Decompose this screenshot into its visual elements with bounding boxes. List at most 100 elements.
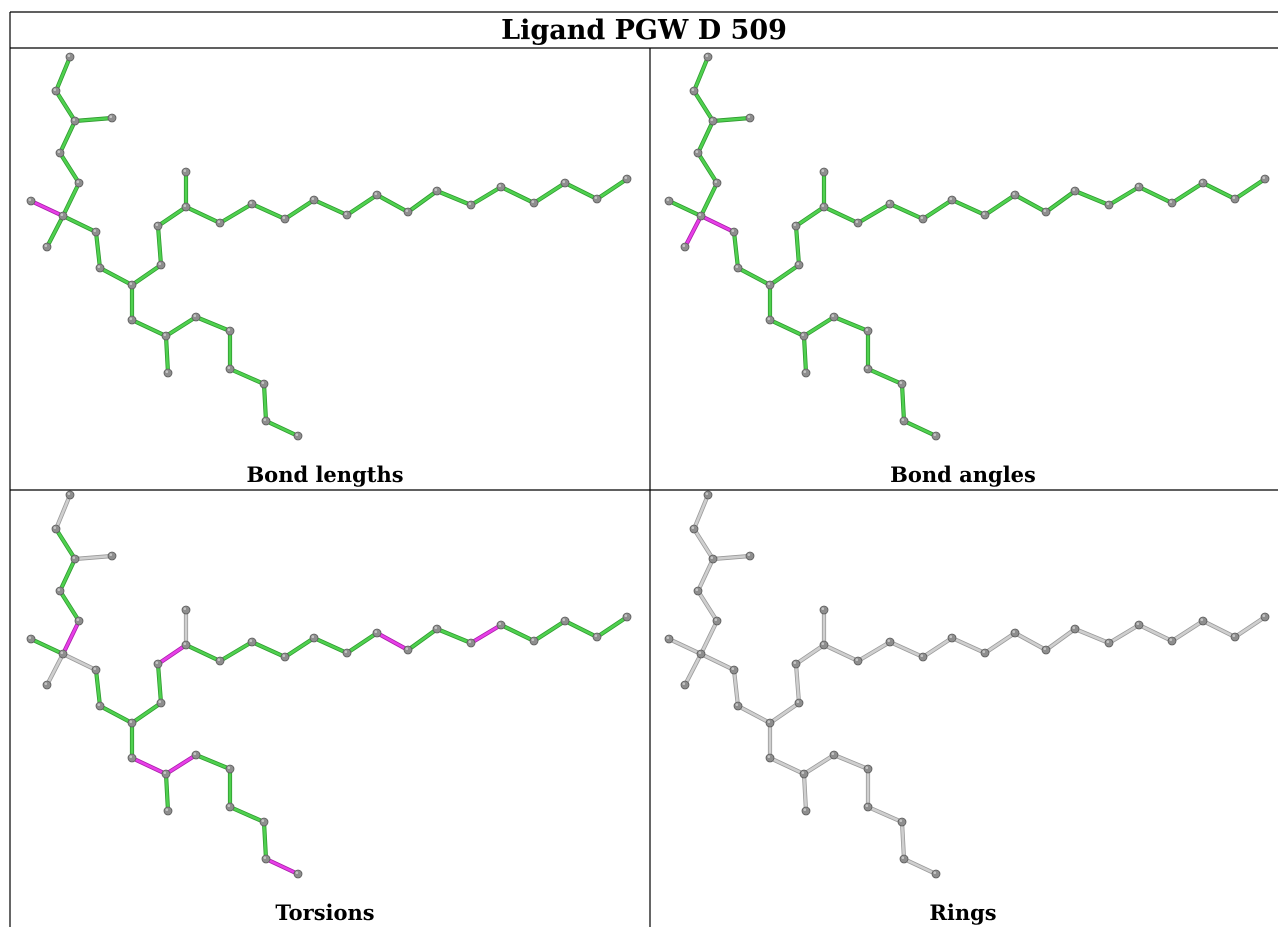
bond-ok bbox=[794, 224, 801, 267]
atom-highlight bbox=[1012, 192, 1016, 195]
atom bbox=[1104, 200, 1114, 210]
atom bbox=[432, 186, 442, 196]
atom-highlight bbox=[855, 220, 859, 223]
bond-outlier bbox=[61, 619, 81, 656]
atom-highlight bbox=[129, 755, 133, 758]
atom-highlight bbox=[468, 202, 472, 205]
bond-ok bbox=[283, 636, 316, 659]
atom-highlight bbox=[735, 703, 739, 706]
atom bbox=[280, 652, 290, 662]
atom-highlight bbox=[1043, 647, 1047, 650]
atom-highlight bbox=[1232, 634, 1236, 637]
panel-caption: Rings bbox=[929, 900, 996, 925]
atom bbox=[885, 199, 895, 209]
atom bbox=[980, 648, 990, 658]
atom-highlight bbox=[76, 618, 80, 621]
bond-unchecked bbox=[1044, 627, 1077, 652]
atom-highlight bbox=[311, 635, 315, 638]
bond-ok bbox=[435, 189, 473, 207]
atom-highlight bbox=[217, 220, 221, 223]
atom bbox=[127, 718, 137, 728]
atom-highlight bbox=[562, 180, 566, 183]
bond-outlier bbox=[130, 756, 168, 776]
atom-highlight bbox=[865, 328, 869, 332]
atom-highlight bbox=[767, 755, 771, 758]
bond-ok bbox=[667, 199, 703, 218]
atom-highlight bbox=[624, 614, 628, 617]
atom bbox=[765, 315, 775, 325]
atom bbox=[729, 227, 739, 237]
atom bbox=[127, 280, 137, 290]
atom bbox=[496, 620, 506, 630]
bond-outlier bbox=[375, 631, 410, 652]
bond-ok bbox=[164, 315, 198, 338]
bond-unchecked bbox=[732, 668, 740, 708]
bond-ok bbox=[802, 315, 836, 338]
atom-highlight bbox=[249, 201, 253, 204]
bond-ok bbox=[1013, 193, 1048, 214]
bond-unchecked bbox=[61, 652, 98, 672]
bond-outlier bbox=[683, 214, 703, 249]
atom bbox=[91, 227, 101, 237]
bond-ok bbox=[696, 151, 719, 185]
atom bbox=[91, 665, 101, 675]
atom-highlight bbox=[793, 223, 797, 226]
atom-highlight bbox=[1200, 618, 1204, 621]
atom bbox=[215, 656, 225, 666]
bond-unchecked bbox=[692, 493, 710, 531]
bond-unchecked bbox=[699, 652, 736, 672]
atom-highlight bbox=[831, 752, 835, 755]
atom-highlight bbox=[227, 804, 231, 807]
bond-unchecked bbox=[768, 701, 801, 725]
bond-ok bbox=[921, 198, 954, 221]
atom-highlight bbox=[698, 651, 702, 654]
atom-highlight bbox=[263, 856, 267, 859]
atom bbox=[729, 665, 739, 675]
atom bbox=[791, 221, 801, 231]
bond-unchecked bbox=[822, 643, 860, 663]
molecule-diagram bbox=[26, 52, 632, 441]
atom bbox=[293, 869, 303, 879]
molecule-diagram bbox=[664, 490, 1270, 879]
atom bbox=[372, 628, 382, 638]
bond-ok bbox=[98, 704, 134, 725]
atom-highlight bbox=[801, 333, 805, 337]
atom-highlight bbox=[67, 54, 71, 57]
atom-highlight bbox=[183, 607, 187, 610]
atom bbox=[466, 638, 476, 648]
bond-ok bbox=[1137, 185, 1174, 205]
bond-ok bbox=[832, 315, 870, 333]
atom bbox=[801, 806, 811, 816]
atom bbox=[745, 551, 755, 561]
atom-highlight bbox=[434, 626, 438, 629]
atom-highlight bbox=[666, 636, 670, 639]
atom bbox=[703, 490, 713, 500]
atom bbox=[689, 524, 699, 534]
panel-bond-angles: Bond angles bbox=[664, 52, 1270, 487]
atom bbox=[592, 194, 602, 204]
bond-ok bbox=[54, 55, 72, 93]
bond-ok bbox=[345, 631, 379, 655]
atom-highlight bbox=[698, 213, 702, 216]
bond-ok bbox=[262, 382, 268, 423]
atom-highlight bbox=[129, 282, 133, 286]
atom bbox=[65, 490, 75, 500]
atom bbox=[70, 554, 80, 564]
bond-ok bbox=[194, 315, 232, 333]
atom bbox=[127, 753, 137, 763]
panel-caption: Bond lengths bbox=[246, 462, 403, 487]
atom-highlight bbox=[129, 720, 133, 723]
atom-highlight bbox=[855, 658, 859, 661]
bond-unchecked bbox=[832, 753, 870, 771]
bond-unchecked bbox=[683, 652, 703, 687]
atom-highlight bbox=[865, 366, 869, 370]
atom-highlight bbox=[933, 871, 937, 874]
atom-highlight bbox=[682, 682, 686, 685]
atom-highlight bbox=[44, 682, 48, 685]
bond-ok bbox=[45, 214, 65, 249]
atom bbox=[74, 178, 84, 188]
atom bbox=[1104, 638, 1114, 648]
panel-caption: Torsions bbox=[275, 900, 374, 925]
atom bbox=[496, 182, 506, 192]
atom bbox=[592, 632, 602, 642]
